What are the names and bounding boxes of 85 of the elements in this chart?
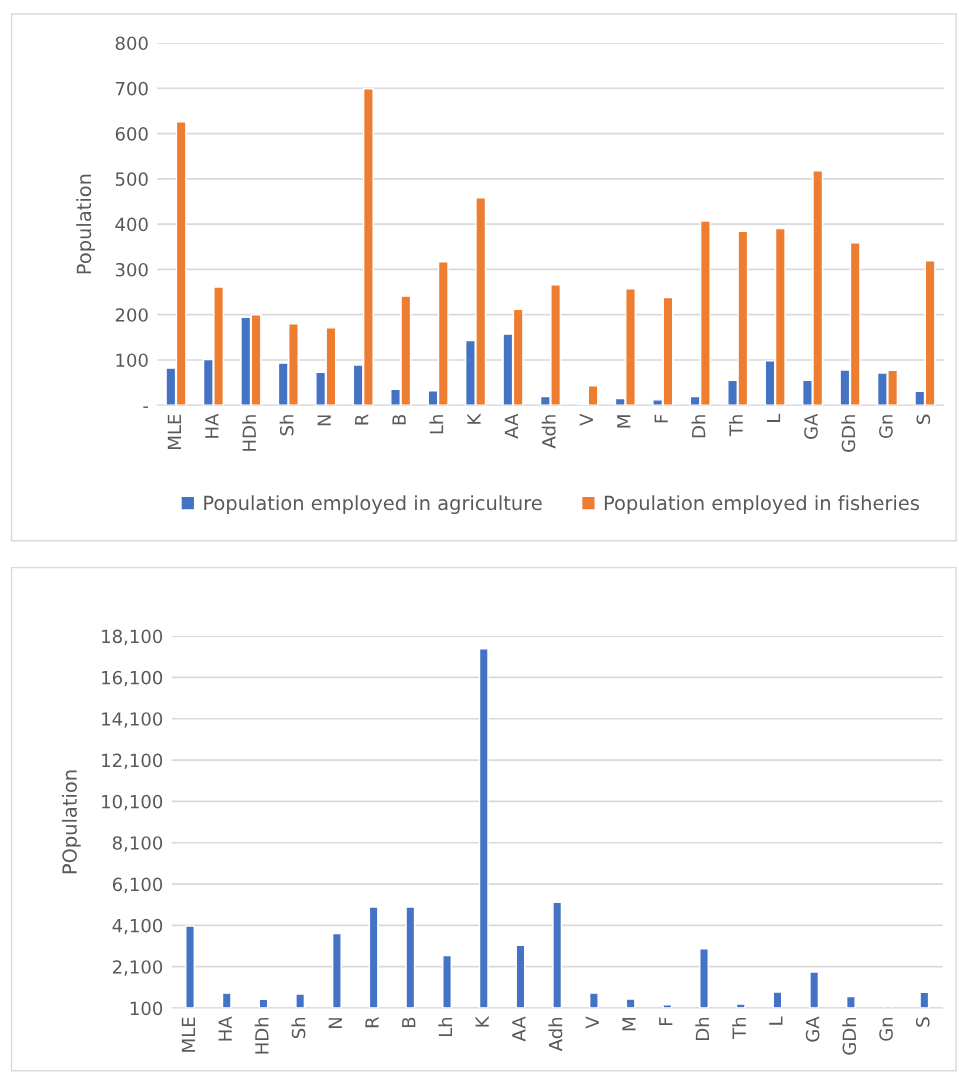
x-tick-label: Th bbox=[728, 415, 743, 437]
x-tick-label: HA bbox=[205, 413, 219, 438]
x-tick-label: Gn bbox=[879, 1017, 893, 1041]
x-tick-label: AA bbox=[512, 1016, 526, 1042]
y-tick-label: 400 bbox=[115, 217, 148, 232]
bar bbox=[772, 991, 783, 1009]
x-tick-label: Th bbox=[732, 1017, 746, 1039]
x-tick-label: GDh bbox=[841, 415, 856, 452]
y-tick-label: 4,100 bbox=[112, 918, 163, 935]
x-tick-label: Lh bbox=[438, 1017, 453, 1037]
y-tick-label: 600 bbox=[115, 127, 148, 141]
x-tick-label: MLE bbox=[181, 1017, 195, 1052]
bar bbox=[552, 901, 563, 1009]
x-tick-label: N bbox=[328, 1018, 342, 1029]
x-tick-label: HDh bbox=[242, 415, 256, 451]
x-tick-label: GA bbox=[805, 1016, 820, 1042]
x-tick-label: N bbox=[317, 415, 331, 426]
y-tick-label: 700 bbox=[115, 81, 148, 96]
x-tick-label: Sh bbox=[279, 415, 294, 436]
bar bbox=[478, 647, 489, 1009]
y-tick-label: 300 bbox=[115, 262, 148, 277]
x-tick-label: HDh bbox=[254, 1017, 269, 1054]
y-axis-title: Population bbox=[76, 174, 96, 274]
bar bbox=[625, 998, 636, 1009]
x-tick-label: B bbox=[392, 414, 406, 425]
y-tick-label: 12,100 bbox=[102, 753, 163, 770]
y-axis-title: POpulation bbox=[61, 770, 81, 874]
y-tick-label: 800 bbox=[115, 36, 148, 51]
x-tick-label: K bbox=[475, 1015, 489, 1027]
bar bbox=[662, 1004, 673, 1009]
x-tick-label: Sh bbox=[291, 1017, 306, 1039]
bar bbox=[845, 995, 856, 1009]
x-tick-label: Adh bbox=[541, 415, 556, 449]
x-tick-label: V bbox=[585, 1016, 599, 1029]
x-tick-label: V bbox=[579, 413, 593, 426]
x-tick-label: F bbox=[654, 414, 668, 423]
legend-label: Population employed in fisheries bbox=[604, 495, 919, 515]
y-tick-label: - bbox=[143, 406, 149, 408]
x-tick-label: GDh bbox=[842, 1017, 857, 1055]
y-tick-label: 500 bbox=[115, 172, 148, 186]
bar bbox=[699, 948, 709, 1009]
bar bbox=[368, 906, 379, 1009]
bar bbox=[919, 991, 930, 1009]
x-tick-label: F bbox=[659, 1017, 673, 1025]
x-tick-label: K bbox=[467, 413, 481, 424]
bar bbox=[588, 992, 599, 1009]
y-tick-label: 100 bbox=[116, 353, 148, 368]
x-tick-label: Lh bbox=[429, 415, 444, 434]
y-tick-label: 18,100 bbox=[102, 629, 163, 646]
x-tick-label: S bbox=[915, 1017, 930, 1027]
x-tick-label: S bbox=[916, 414, 931, 424]
y-tick-label: 16,100 bbox=[102, 670, 163, 687]
bar bbox=[331, 932, 342, 1009]
x-tick-label: M bbox=[622, 1018, 636, 1031]
bar bbox=[295, 993, 306, 1009]
x-tick-label: MLE bbox=[167, 414, 181, 449]
bar bbox=[405, 906, 416, 1009]
x-tick-label: GA bbox=[804, 413, 818, 439]
x-tick-label: L bbox=[766, 413, 781, 422]
bar bbox=[442, 954, 452, 1009]
y-tick-label: 200 bbox=[115, 308, 148, 322]
bar bbox=[515, 944, 526, 1009]
y-tick-label: 8,100 bbox=[112, 836, 163, 852]
x-tick-label: R bbox=[365, 1016, 379, 1028]
y-tick-label: 10,100 bbox=[102, 794, 163, 811]
x-tick-label: Dh bbox=[695, 1017, 710, 1040]
x-tick-label: L bbox=[769, 1016, 783, 1025]
y-tick-label: 100 bbox=[130, 1001, 163, 1016]
x-tick-label: B bbox=[402, 1017, 416, 1027]
legend-label: Population employed in agriculture bbox=[204, 495, 542, 515]
bar bbox=[221, 992, 232, 1009]
bar bbox=[258, 998, 269, 1009]
x-tick-label: AA bbox=[504, 413, 518, 439]
x-tick-label: R bbox=[355, 414, 369, 425]
y-tick-label: 2,100 bbox=[112, 960, 163, 976]
x-tick-label: Adh bbox=[548, 1017, 563, 1052]
bar bbox=[735, 1003, 746, 1009]
x-tick-label: Dh bbox=[691, 415, 706, 438]
bar bbox=[185, 925, 195, 1009]
bar bbox=[809, 971, 820, 1009]
x-tick-label: M bbox=[617, 415, 631, 428]
y-tick-label: 14,100 bbox=[102, 712, 163, 728]
y-tick-label: 6,100 bbox=[112, 877, 163, 893]
x-tick-label: HA bbox=[218, 1016, 232, 1041]
x-tick-label: Gn bbox=[879, 415, 893, 439]
